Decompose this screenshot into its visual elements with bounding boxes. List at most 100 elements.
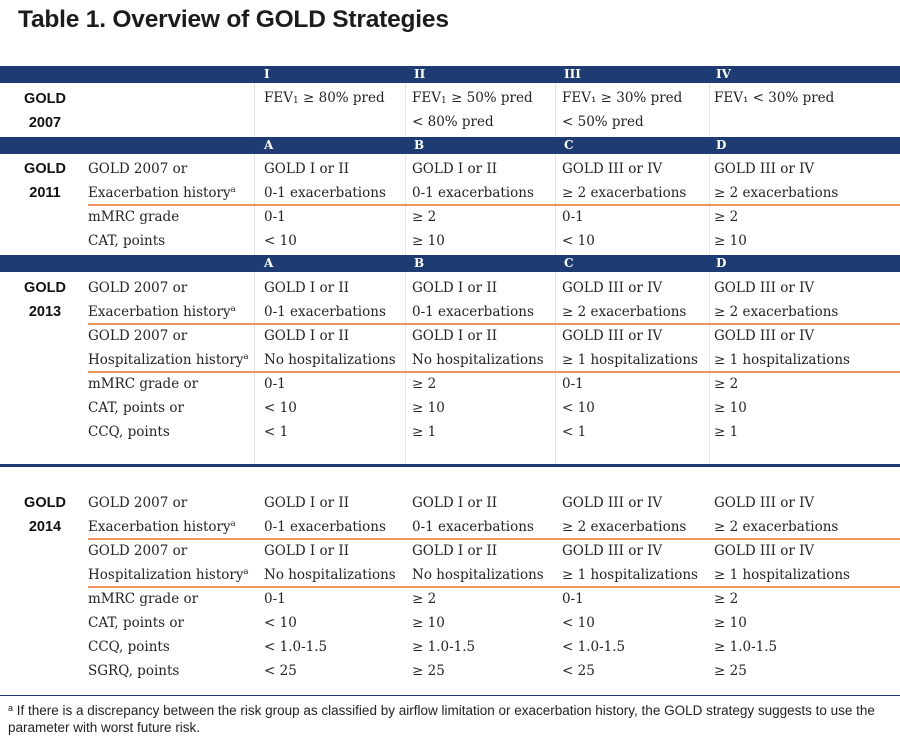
table-cell: GOLD III or IV [714, 495, 815, 511]
gold-2007-cell: FEV1 ≥ 80% pred [264, 90, 385, 106]
table-cell: ≥ 2 exacerbations [562, 519, 687, 535]
table-cell: ≥ 2 exacerbations [562, 304, 687, 320]
footnote-ref: a [243, 352, 249, 362]
table-cell: < 1 [562, 424, 587, 440]
gold-2011-label: GOLD 2011 [24, 161, 66, 201]
table-cell: 0-1 exacerbations [264, 304, 386, 320]
table-cell: ≥ 2 exacerbations [714, 185, 839, 201]
row-label: GOLD 2007 or [88, 161, 188, 177]
table-cell: GOLD III or IV [714, 543, 815, 559]
row-label: CAT, points [88, 233, 166, 249]
table-cell: ≥ 2 [714, 376, 739, 392]
header-group-d: D [716, 256, 727, 270]
gold-2014-label: GOLD 2014 [24, 495, 66, 535]
table-cell: 0-1 [264, 591, 286, 607]
row-label: SGRQ, points [88, 663, 180, 679]
table-cell: GOLD I or II [264, 161, 350, 177]
footnote-ref: a [230, 185, 236, 195]
table-cell: ≥ 1 hospitalizations [562, 352, 698, 368]
gold-2007-cell: < 80% pred [412, 114, 494, 130]
header-group-b: B [414, 256, 425, 270]
column-divider [254, 82, 255, 466]
table-cell: ≥ 1.0-1.5 [412, 639, 476, 655]
row-label: mMRC grade or [88, 376, 199, 392]
row-label: Exacerbation historya [88, 185, 236, 201]
section-separator [0, 464, 900, 467]
table-cell: ≥ 2 [412, 591, 437, 607]
table-cell: No hospitalizations [264, 567, 396, 583]
table-cell: < 10 [562, 615, 595, 631]
row-separator [88, 586, 900, 588]
table-cell: GOLD I or II [412, 495, 498, 511]
table-cell: GOLD I or II [412, 280, 498, 296]
row-label: Exacerbation historya [88, 519, 236, 535]
footnote: a If there is a discrepancy between the … [8, 702, 888, 736]
row-label: CCQ, points [88, 639, 170, 655]
page-title: Table 1. Overview of GOLD Strategies [18, 6, 449, 33]
table-cell: ≥ 10 [412, 233, 445, 249]
table-cell: < 10 [264, 615, 297, 631]
table-cell: 0-1 exacerbations [412, 304, 534, 320]
table-cell: < 1 [264, 424, 289, 440]
column-divider [555, 82, 556, 466]
table-cell: < 10 [562, 400, 595, 416]
table-cell: GOLD I or II [264, 328, 350, 344]
table-cell: < 1.0-1.5 [562, 639, 626, 655]
header-group-c: C [564, 138, 574, 152]
row-label: mMRC grade [88, 209, 180, 225]
table-cell: ≥ 10 [412, 400, 445, 416]
table-cell: ≥ 2 [714, 591, 739, 607]
table-cell: No hospitalizations [412, 567, 544, 583]
table-cell: GOLD III or IV [562, 543, 663, 559]
gold-2007-cell: FEV₁ < 30% pred [714, 90, 835, 106]
table-cell: GOLD III or IV [562, 495, 663, 511]
table-cell: GOLD I or II [412, 328, 498, 344]
footnote-text: If there is a discrepancy between the ri… [8, 703, 875, 735]
row-label: mMRC grade or [88, 591, 199, 607]
table-cell: ≥ 1 hospitalizations [562, 567, 698, 583]
gold-2013-label: GOLD 2013 [24, 280, 66, 320]
table-cell: ≥ 2 [412, 209, 437, 225]
table-cell: GOLD III or IV [562, 280, 663, 296]
row-label: GOLD 2007 or [88, 328, 188, 344]
footnote-ref: a [230, 519, 236, 529]
table-cell: ≥ 1 [412, 424, 437, 440]
table-cell: ≥ 2 [412, 376, 437, 392]
table-cell: 0-1 [562, 376, 584, 392]
table-cell: ≥ 1 [714, 424, 739, 440]
table-bottom-rule [0, 695, 900, 696]
row-separator [88, 371, 900, 373]
table-cell: ≥ 10 [714, 400, 747, 416]
table-cell: GOLD III or IV [714, 280, 815, 296]
table-cell: < 10 [562, 233, 595, 249]
table-cell: ≥ 10 [412, 615, 445, 631]
header-col-2: II [414, 67, 426, 81]
table-cell: GOLD III or IV [714, 161, 815, 177]
table-cell: GOLD I or II [264, 543, 350, 559]
table-cell: No hospitalizations [412, 352, 544, 368]
table-cell: 0-1 exacerbations [412, 185, 534, 201]
table-cell: ≥ 10 [714, 615, 747, 631]
table-cell: ≥ 2 exacerbations [714, 304, 839, 320]
header-group-a: A [264, 138, 274, 152]
table-cell: < 1.0-1.5 [264, 639, 328, 655]
table-cell: No hospitalizations [264, 352, 396, 368]
row-label: GOLD 2007 or [88, 280, 188, 296]
header-col-3: III [564, 67, 581, 81]
table-cell: ≥ 25 [714, 663, 747, 679]
header-bar-2013: A B C D [0, 255, 900, 272]
column-divider [405, 82, 406, 466]
footnote-marker: a [8, 703, 14, 713]
table-cell: < 25 [264, 663, 297, 679]
gold-2007-cell: FEV₁ ≥ 30% pred [562, 90, 683, 106]
table-cell: ≥ 10 [714, 233, 747, 249]
table-cell: < 25 [562, 663, 595, 679]
header-group-a: A [264, 256, 274, 270]
table-cell: 0-1 exacerbations [264, 185, 386, 201]
table-cell: ≥ 2 exacerbations [562, 185, 687, 201]
table-cell: 0-1 [264, 209, 286, 225]
row-label: CCQ, points [88, 424, 170, 440]
table-cell: 0-1 [264, 376, 286, 392]
table-cell: 0-1 [562, 209, 584, 225]
table-cell: GOLD I or II [264, 280, 350, 296]
